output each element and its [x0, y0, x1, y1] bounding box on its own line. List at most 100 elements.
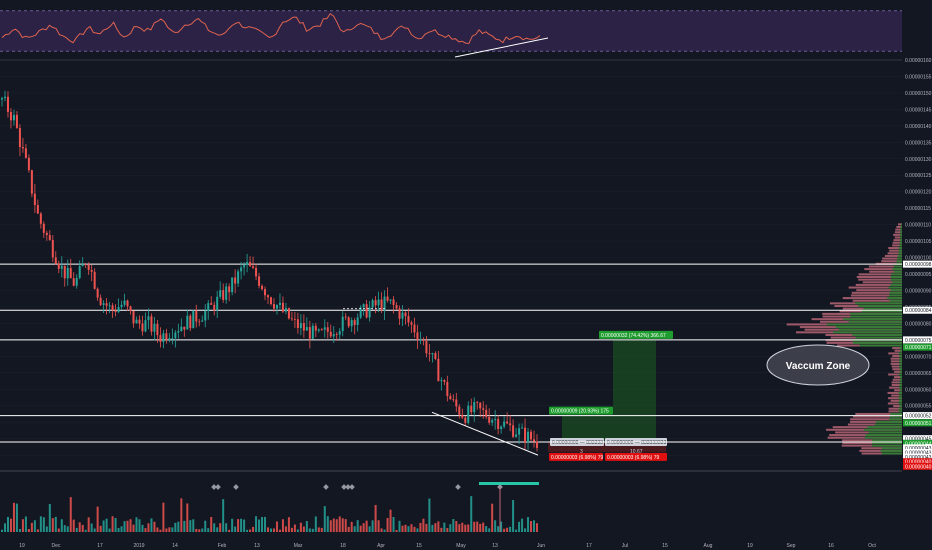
volume-bar — [168, 527, 170, 532]
candle-body — [222, 290, 224, 300]
candle-body — [150, 316, 152, 331]
vp-bar-up — [856, 337, 902, 339]
volume-bar — [324, 506, 326, 532]
time-tick-label: Aug — [704, 543, 713, 549]
rsi-band-fill — [0, 11, 902, 52]
price-badge-label: 0.00000051 — [905, 421, 932, 427]
vp-bar-up — [899, 373, 902, 375]
volume-bar — [31, 523, 33, 532]
long-position-profit-zone[interactable] — [613, 340, 656, 442]
candle-body — [336, 334, 338, 335]
price-tick-label: 0.00000140 — [905, 124, 932, 130]
candle-body — [527, 432, 529, 442]
volume-highlight-bar — [479, 482, 539, 485]
candle-body — [461, 415, 463, 418]
volume-bar — [159, 530, 161, 532]
volume-bar — [216, 527, 218, 532]
vp-bar-up — [898, 392, 902, 394]
volume-bar — [121, 526, 123, 532]
candle-body — [449, 396, 451, 399]
volume-bar — [339, 516, 341, 532]
price-tick-label: 0.00000070 — [905, 354, 932, 360]
candle-body — [443, 380, 445, 382]
volume-bar — [521, 519, 523, 532]
volume-bar — [306, 521, 308, 532]
time-tick-label: 19 — [19, 543, 25, 549]
volume-bar — [103, 520, 105, 532]
vp-bar-up — [899, 250, 902, 252]
volume-bar — [351, 522, 353, 532]
volume-bar — [255, 516, 257, 532]
volume-bar — [312, 529, 314, 532]
volume-bar — [518, 522, 520, 532]
candle-body — [300, 323, 302, 328]
vp-bar-up — [897, 260, 902, 262]
volume-bar — [258, 520, 260, 532]
price-axis[interactable]: 0.00000160 0.00000155 0.00000150 0.00000145… — [902, 0, 932, 550]
candle-body — [156, 324, 158, 335]
volume-bar — [446, 528, 448, 532]
volume-bar — [43, 517, 45, 532]
volume-bar — [402, 526, 404, 532]
candle-body — [7, 97, 9, 112]
candle-body — [219, 290, 221, 297]
volume-bar — [240, 519, 242, 532]
candle-body — [55, 257, 57, 263]
candle-body — [297, 319, 299, 328]
candle-body — [186, 316, 188, 330]
candle-body — [19, 128, 21, 147]
time-tick-label: Sep — [787, 543, 796, 549]
candle-body — [147, 316, 149, 320]
candle-body — [437, 359, 439, 381]
vp-bar-up — [887, 297, 902, 299]
volume-bar — [204, 521, 206, 532]
volume-bar — [91, 523, 93, 532]
price-tick-label: 0.00000145 — [905, 107, 932, 113]
candle-body — [303, 323, 305, 330]
price-tick-label: 0.00000125 — [905, 173, 932, 179]
candle-body — [488, 417, 490, 423]
candle-body — [82, 264, 84, 266]
price-badge-label: 0.00000084 — [905, 308, 932, 314]
volume-bar — [491, 504, 493, 532]
time-tick-label: Jul — [622, 543, 628, 549]
volume-bar — [180, 498, 182, 532]
candle-body — [25, 148, 27, 158]
volume-bar — [381, 528, 383, 532]
candle-body — [518, 428, 520, 434]
vp-bar-up — [860, 344, 902, 346]
candle-body — [345, 317, 347, 318]
volume-bar — [141, 525, 143, 532]
volume-bar — [106, 519, 108, 532]
volume-bar — [509, 527, 511, 532]
volume-bar — [207, 528, 209, 532]
vp-bar-up — [889, 418, 902, 420]
price-tick-label: 0.00000135 — [905, 140, 932, 146]
price-badge-label: 0.00000052 — [905, 414, 932, 420]
vp-bar-up — [875, 424, 902, 426]
candle-body — [13, 115, 15, 120]
volume-bar — [375, 505, 377, 532]
candle-body — [100, 298, 102, 305]
volume-bar — [261, 517, 263, 532]
volume-bar — [276, 521, 278, 532]
volume-bar — [147, 523, 149, 532]
candle-body — [4, 97, 6, 98]
vp-bar-up — [899, 410, 902, 412]
candle-body — [34, 194, 36, 205]
time-tick-label: 2019 — [133, 543, 144, 549]
volume-bar — [85, 530, 87, 532]
volume-bar — [171, 527, 173, 532]
volume-bar — [431, 525, 433, 532]
volume-bar — [533, 520, 535, 532]
volume-bar — [282, 519, 284, 532]
candle-body — [249, 262, 251, 266]
candle-body — [201, 320, 203, 321]
candle-body — [294, 319, 296, 320]
candle-body — [318, 329, 320, 330]
vacuum-zone-annotation[interactable]: Vaccum Zone — [767, 345, 869, 385]
candle-body — [422, 340, 424, 341]
candle-body — [479, 403, 481, 409]
